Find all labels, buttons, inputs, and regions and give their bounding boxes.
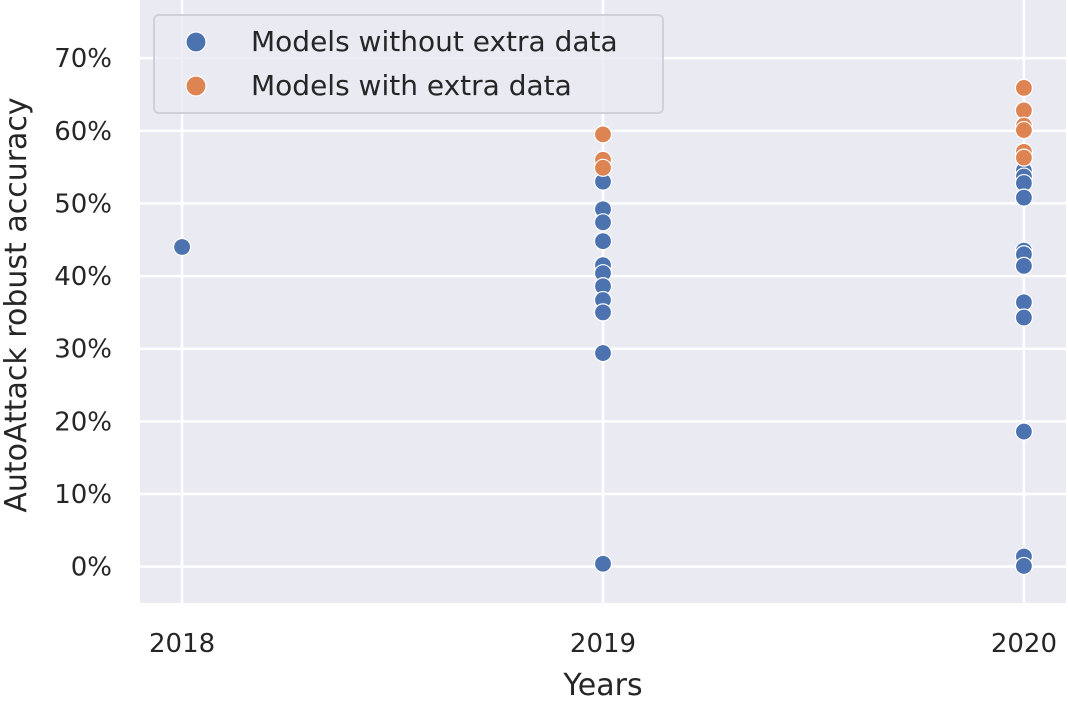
data-point [593,125,613,144]
legend-label-with-extra-data: Models with extra data [251,69,572,102]
data-point [593,213,613,232]
x-tick-label: 2020 [991,629,1057,659]
y-tick-label: 30% [54,335,112,365]
data-point [593,554,613,573]
legend-box [153,14,664,114]
data-point [593,303,613,322]
data-point [1014,293,1034,312]
legend-marker-without-extra-data [185,31,207,53]
data-point [172,237,192,257]
data-point [1014,101,1034,120]
legend-label-without-extra-data: Models without extra data [251,25,618,58]
x-tick-label: 2018 [149,629,215,659]
data-point [1014,256,1034,276]
data-point [1014,422,1034,441]
data-points [172,78,1034,576]
data-point [593,158,613,177]
y-tick-label: 10% [54,480,112,510]
y-tick-label: 20% [54,407,112,437]
data-point [1014,556,1034,576]
y-tick-label: 0% [71,553,112,583]
legend-marker-with-extra-data [185,75,207,97]
data-point [593,343,613,363]
y-tick-labels: 0% 10% 20% 30% 40% 50% 60% 70% [54,44,112,583]
data-point [1014,78,1034,98]
data-point [1014,308,1034,327]
x-tick-labels: 2018 2019 2020 [149,629,1057,659]
y-tick-label: 70% [54,44,112,74]
data-point [1014,148,1034,167]
data-point [593,232,613,251]
y-tick-label: 60% [54,117,112,147]
y-tick-label: 40% [54,262,112,292]
y-tick-label: 50% [54,189,112,219]
data-point [1014,120,1034,140]
y-axis-title: AutoAttack robust accuracy [0,97,34,512]
data-point [1014,188,1034,207]
x-tick-label: 2019 [570,629,636,659]
x-axis-title: Years [562,668,642,703]
legend: Models without extra data Models with ex… [153,14,664,114]
